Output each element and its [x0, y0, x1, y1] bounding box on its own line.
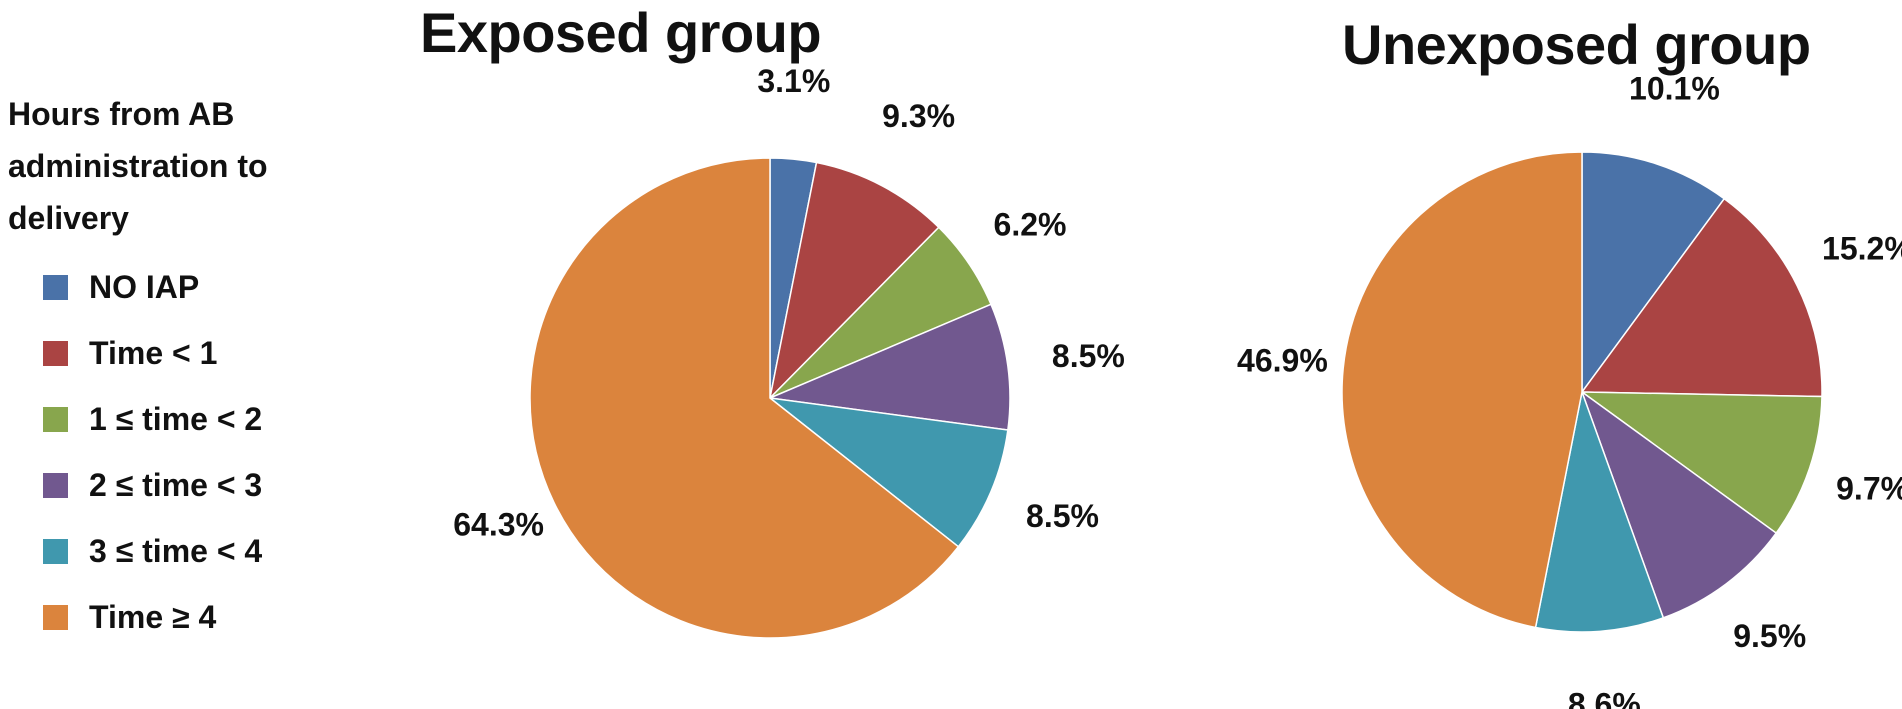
data-label: 15.2%	[1822, 230, 1902, 266]
data-label: 3.1%	[757, 63, 830, 99]
legend-swatch	[43, 340, 68, 366]
pie-exposed: 3.1% 9.3% 6.2% 8.5% 8.5% 64.3%	[453, 63, 1125, 639]
legend-item: 3 ≤ time < 4	[8, 518, 338, 584]
data-label: 8.5%	[1052, 338, 1125, 374]
legend-label: 1 ≤ time < 2	[89, 400, 263, 437]
data-label: 8.5%	[1026, 498, 1099, 534]
pie-slice	[1341, 151, 1583, 629]
pie-slice	[529, 157, 960, 639]
legend-item: 2 ≤ time < 3	[8, 452, 338, 518]
legend-title: Hours from AB administration to delivery	[8, 88, 338, 244]
data-label: 10.1%	[1629, 70, 1720, 106]
legend-title-line: administration to	[8, 148, 268, 184]
legend: Hours from AB administration to delivery…	[8, 88, 338, 650]
pie-slice	[767, 396, 1009, 548]
legend-label: 3 ≤ time < 4	[89, 532, 263, 569]
pie-slice	[1579, 391, 1823, 535]
pie-slice	[1580, 389, 1778, 619]
data-label: 9.7%	[1836, 471, 1902, 507]
data-label: 9.5%	[1733, 618, 1806, 654]
legend-swatch	[43, 538, 68, 564]
data-label: 6.2%	[994, 206, 1067, 242]
data-label: 64.3%	[453, 507, 544, 543]
legend-title-line: delivery	[8, 200, 129, 236]
legend-title-line: Hours from AB	[8, 96, 235, 132]
legend-item: 1 ≤ time < 2	[8, 386, 338, 452]
legend-label: NO IAP	[89, 268, 200, 305]
data-label: 46.9%	[1237, 343, 1328, 379]
legend-swatch	[43, 274, 68, 300]
pie-unexposed: 10.1% 15.2% 9.7% 9.5% 8.6% 46.9%	[1237, 70, 1902, 709]
pie-slice	[768, 161, 940, 401]
pie-slice	[767, 303, 1011, 431]
legend-item: NO IAP	[8, 254, 338, 320]
pie-slice	[1581, 151, 1726, 395]
legend-item: Time ≥ 4	[8, 584, 338, 650]
legend-label: Time < 1	[89, 334, 218, 371]
legend-swatch	[43, 472, 68, 498]
pie-slice	[1580, 197, 1823, 398]
legend-item: Time < 1	[8, 320, 338, 386]
chart-title-exposed: Exposed group	[420, 1, 822, 64]
data-label: 9.3%	[882, 98, 955, 134]
data-label: 8.6%	[1568, 687, 1641, 709]
legend-swatch	[43, 604, 68, 630]
legend-label: Time ≥ 4	[89, 598, 217, 635]
legend-label: 2 ≤ time < 3	[89, 466, 263, 503]
chart-title-unexposed: Unexposed group	[1342, 13, 1811, 76]
legend-swatch	[43, 406, 68, 432]
pie-slice	[1534, 389, 1665, 633]
